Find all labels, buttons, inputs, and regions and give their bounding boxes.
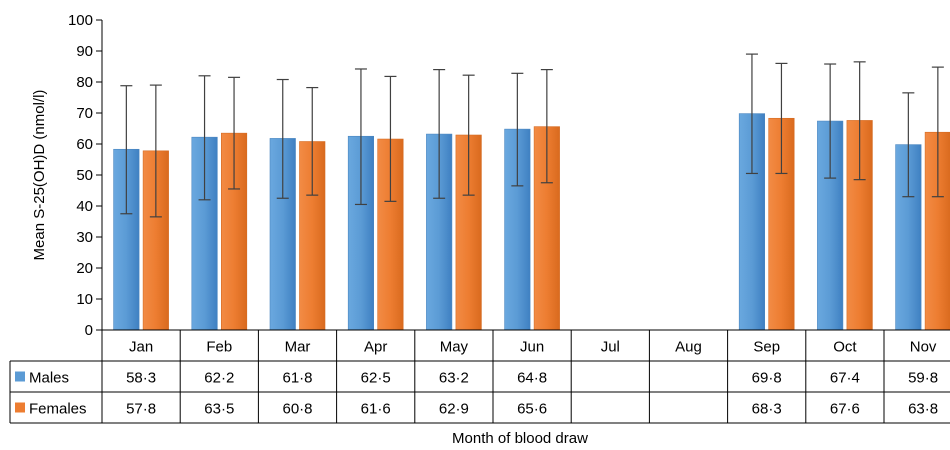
- y-tick-label: 90: [76, 43, 93, 60]
- category-label-sep: Sep: [753, 339, 780, 356]
- category-label-may: May: [440, 339, 469, 356]
- table-cell-value: 57·8: [126, 401, 156, 418]
- table-cell-value: 63·8: [908, 401, 938, 418]
- table-cell-value: 58·3: [126, 370, 156, 387]
- table-cell-value: 61·6: [361, 401, 391, 418]
- y-tick-label: 80: [76, 74, 93, 91]
- category-label-jun: Jun: [520, 339, 544, 356]
- data-table: Jan Feb Mar Apr May Jun Jul Aug Sep Oct Nov Males 58…: [9, 329, 950, 424]
- category-label-apr: Apr: [364, 339, 387, 356]
- y-tick-label: 50: [76, 167, 93, 184]
- error-bars-group: [120, 53, 944, 218]
- table-cell-value: 69·8: [752, 370, 782, 387]
- category-label-feb: Feb: [206, 339, 232, 356]
- males-row-label: Males: [29, 370, 69, 387]
- table-cell-value: 60·8: [282, 401, 312, 418]
- females-legend-key: [15, 402, 25, 413]
- table-cell-value: 61·8: [282, 370, 312, 387]
- y-axis-title: Mean S-25(OH)D (nmol/l): [31, 90, 48, 261]
- y-tick-label: 70: [76, 105, 93, 122]
- category-label-nov: Nov: [910, 339, 937, 356]
- category-label-oct: Oct: [833, 339, 857, 356]
- y-tick-label: 0: [85, 322, 93, 339]
- y-tick-label: 10: [76, 291, 93, 308]
- category-label-jul: Jul: [601, 339, 620, 356]
- table-cell-value: 62·5: [361, 370, 391, 387]
- x-axis-title: Month of blood draw: [452, 430, 588, 447]
- table-cell-value: 62·2: [204, 370, 234, 387]
- table-cell-value: 62·9: [439, 401, 469, 418]
- table-cell-value: 67·6: [830, 401, 860, 418]
- table-cell-value: 67·4: [830, 370, 860, 387]
- table-cell-value: 68·3: [752, 401, 782, 418]
- table-cell-value: 59·8: [908, 370, 938, 387]
- males-legend-key: [15, 371, 25, 382]
- y-tick-label: 30: [76, 229, 93, 246]
- table-cell-value: 63·5: [204, 401, 234, 418]
- females-row-label: Females: [29, 401, 87, 418]
- table-cell-value: 65·6: [517, 401, 547, 418]
- category-label-jan: Jan: [129, 339, 153, 356]
- table-cell-value: 63·2: [439, 370, 469, 387]
- y-tick-label: 40: [76, 198, 93, 215]
- y-tick-label: 20: [76, 260, 93, 277]
- category-label-mar: Mar: [285, 339, 311, 356]
- category-label-aug: Aug: [675, 339, 702, 356]
- y-tick-label: 60: [76, 136, 93, 153]
- y-tick-label: 100: [68, 12, 93, 29]
- table-cell-value: 64·8: [517, 370, 547, 387]
- bars-group: [113, 113, 950, 331]
- y-axis: 0 10 20 30 40 50 60 70 80 90 100: [68, 12, 103, 339]
